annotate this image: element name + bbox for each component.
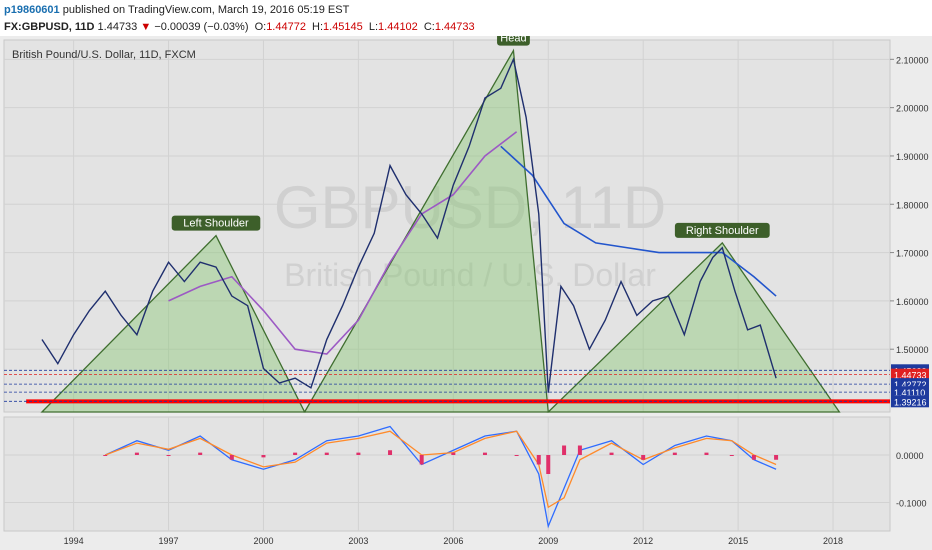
histogram-bar (388, 450, 393, 455)
pattern-label: Right Shoulder (686, 225, 759, 237)
x-tick-label: 1994 (64, 536, 84, 546)
pattern-triangle (303, 48, 549, 413)
pattern-triangle (546, 241, 841, 413)
open-value: 1.44772 (266, 21, 306, 33)
moving-average-line (500, 145, 777, 297)
price-tag (891, 368, 929, 381)
price-change: −0.00039 (−0.03%) (154, 21, 249, 33)
price-tag-label: 1.44733 (894, 371, 927, 381)
histogram-bar (166, 455, 171, 456)
pattern-triangle (40, 234, 306, 413)
x-tick-label: 2009 (538, 536, 558, 546)
price-tag-label: 1.41110 (894, 388, 925, 398)
watermark-symbol: GBPUSD, 11D (274, 174, 666, 241)
price-axis[interactable]: 1.50000 1.60000 1.70000 1.80000 1.90000 2.000… (890, 55, 929, 509)
x-tick-label: 2018 (823, 536, 843, 546)
histogram-bar (577, 445, 582, 455)
y-tick-label: 1.70000 (896, 249, 929, 259)
histogram-bar (536, 455, 541, 465)
low-label: L: (368, 21, 379, 33)
low-value: 1.44102 (378, 21, 418, 33)
histogram-bar (774, 455, 779, 460)
price-tag (891, 395, 929, 408)
y-tick-label: 2.00000 (896, 104, 929, 114)
histogram-bar (229, 455, 234, 460)
histogram-bar (562, 445, 567, 455)
close-value: 1.44733 (434, 21, 475, 33)
histogram-bar (324, 452, 329, 455)
author-link[interactable]: p19860601 (4, 4, 60, 16)
osc-tick-label: 0.0000 (896, 451, 924, 461)
down-arrow-icon: ▼ (140, 21, 152, 33)
osc-tick-label: -0.1000 (896, 499, 927, 509)
price-tag-label: 1.42772 (894, 380, 927, 390)
price-tag-label: 1.39216 (894, 397, 927, 407)
histogram-bar (609, 452, 614, 455)
histogram-bar (641, 455, 646, 460)
price-line (41, 57, 777, 393)
x-tick-label: 1997 (159, 536, 179, 546)
pattern-label: Left Shoulder (183, 218, 249, 230)
oscillator-pane (3, 416, 891, 532)
histogram-bar (729, 455, 734, 456)
x-tick-label: 2000 (253, 536, 273, 546)
time-axis[interactable]: 1994 1997 2000 2003 2006 2009 2012 2015 2018 (64, 536, 843, 546)
moving-average-line (168, 131, 518, 355)
x-tick-label: 2003 (348, 536, 368, 546)
histogram-bar (672, 452, 677, 455)
y-tick-label: 2.10000 (896, 55, 929, 65)
histogram-bar (751, 455, 756, 460)
publish-info: published on TradingView.com, March 19, … (62, 4, 350, 16)
watermark-name: British Pound / U.S. Dollar (284, 257, 656, 293)
x-tick-label: 2012 (633, 536, 653, 546)
y-tick-label: 1.50000 (896, 345, 929, 355)
histogram-bar (356, 452, 361, 455)
annotation-layer: Left Shoulder Head Right Shoulder (171, 36, 770, 238)
histogram-bar (482, 452, 487, 455)
high-value: 1.45145 (323, 21, 363, 33)
x-tick-label: 2006 (443, 536, 463, 546)
publish-line: p19860601 published on TradingView.com, … (4, 4, 349, 16)
y-tick-label: 1.60000 (896, 297, 929, 307)
price-tag (891, 386, 929, 399)
histogram-bar (134, 452, 139, 455)
symbol-line: FX:GBPUSD, 11D 1.44733 ▼ −0.00039 (−0.03… (4, 21, 475, 33)
series-layer (4, 57, 890, 402)
chart-header: p19860601 published on TradingView.com, … (0, 0, 932, 36)
histogram-bar (451, 452, 456, 455)
symbol-label[interactable]: FX:GBPUSD, 11D (4, 21, 95, 33)
grid-lines (4, 40, 890, 531)
histogram-bar (546, 455, 551, 474)
open-label: O: (254, 21, 267, 33)
histogram-bar (103, 455, 108, 456)
last-price: 1.44733 (97, 21, 138, 33)
histogram-bar (293, 452, 298, 455)
pattern-label: Head (500, 36, 526, 45)
y-tick-label: 1.80000 (896, 200, 929, 210)
oscillator-layer (103, 425, 779, 529)
histogram-bar (704, 452, 709, 455)
x-tick-label: 2015 (728, 536, 748, 546)
price-chart[interactable]: GBPUSD, 11D British Pound / U.S. Dollar … (0, 36, 932, 550)
chart-title: British Pound/U.S. Dollar, 11D, FXCM (12, 49, 196, 61)
close-label: C: (423, 21, 435, 33)
pattern-label-box (674, 222, 770, 238)
histogram-bar (514, 455, 519, 456)
histogram-bar (198, 452, 203, 455)
histogram-bar (261, 455, 266, 458)
high-label: H: (312, 21, 324, 33)
histogram-bar (419, 455, 424, 465)
pattern-label-box (497, 36, 530, 46)
y-tick-label: 1.90000 (896, 152, 929, 162)
pattern-label-box (171, 215, 261, 231)
